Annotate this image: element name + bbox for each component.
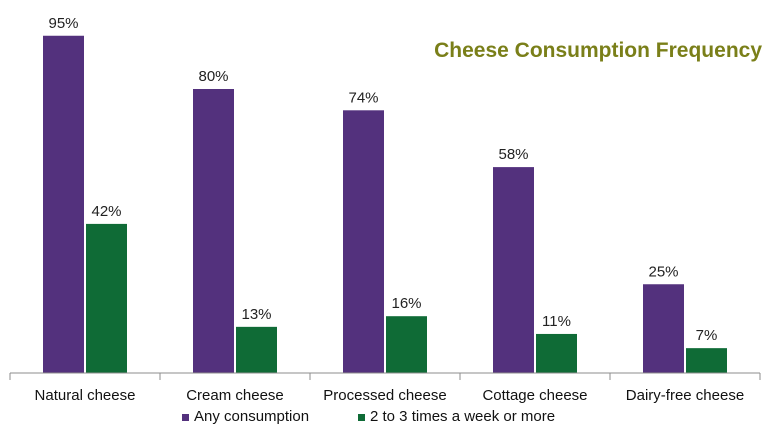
x-axis-ticks	[9, 373, 761, 380]
bar-series2-3	[536, 333, 577, 373]
bar-series1-4	[643, 284, 684, 373]
bar-series2-4	[686, 348, 727, 373]
bar-series1-0	[43, 35, 84, 373]
data-label-series2-1: 13%	[241, 306, 271, 323]
bar-series2-1	[236, 326, 277, 373]
chart-title: Cheese Consumption Frequency	[434, 39, 762, 62]
legend-label-0: Any consumption	[194, 408, 309, 425]
bar-series2-2	[386, 316, 427, 373]
data-label-series1-2: 74%	[348, 89, 378, 106]
bar-series1-1	[193, 89, 234, 373]
data-label-series1-1: 80%	[198, 68, 228, 85]
legend: Any consumption 2 to 3 times a week or mo…	[182, 408, 555, 425]
category-label-0: Natural cheese	[35, 387, 136, 404]
category-label-1: Cream cheese	[186, 387, 284, 404]
category-label-3: Cottage cheese	[482, 387, 587, 404]
category-labels: Natural cheese Cream cheese Processed chee…	[35, 387, 745, 404]
bar-series1-2	[343, 110, 384, 374]
legend-swatch-1	[358, 414, 365, 421]
bar-series1-3	[493, 167, 534, 373]
legend-label-1: 2 to 3 times a week or more	[370, 408, 555, 425]
data-label-series2-2: 16%	[391, 295, 421, 312]
bars-group: 95% 80% 74% 58% 25% 42% 13% 16% 11% 7%	[43, 15, 727, 374]
legend-swatch-0	[182, 414, 189, 421]
data-label-series2-3: 11%	[542, 313, 571, 330]
category-label-4: Dairy-free cheese	[626, 387, 744, 404]
data-label-series1-3: 58%	[498, 146, 528, 163]
data-label-series2-0: 42%	[91, 203, 121, 220]
category-label-2: Processed cheese	[323, 387, 446, 404]
data-label-series2-4: 7%	[696, 327, 718, 344]
bar-series2-0	[86, 223, 127, 373]
data-label-series1-0: 95%	[48, 15, 78, 32]
data-label-series1-4: 25%	[648, 263, 678, 280]
